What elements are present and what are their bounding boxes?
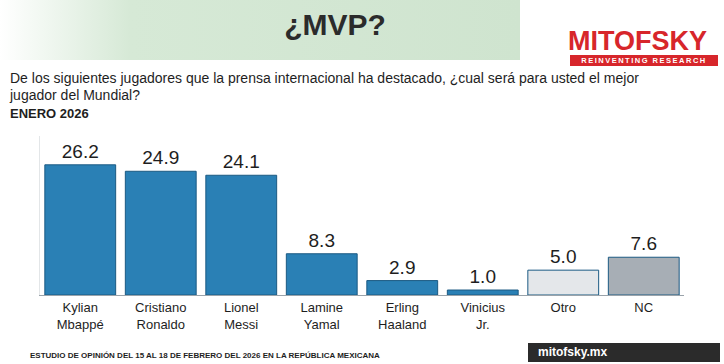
svg-text:CristianoRonaldo: CristianoRonaldo — [135, 300, 186, 332]
svg-text:NC: NC — [634, 300, 653, 315]
svg-text:KylianMbappé: KylianMbappé — [57, 300, 104, 332]
html-text:ENERO 2026: ENERO 2026 — [10, 106, 89, 121]
html-text:ESTUDIO DE OPINIÓN DEL 15 AL 1: ESTUDIO DE OPINIÓN DEL 15 AL 18 DE FEBRE… — [30, 351, 380, 360]
svg-text:26.2: 26.2 — [62, 141, 99, 162]
svg-text:5.0: 5.0 — [550, 246, 576, 267]
html-text:MITOFSKY: MITOFSKY — [568, 26, 707, 56]
svg-text:1.0: 1.0 — [470, 266, 496, 287]
svg-text:Otro: Otro — [551, 300, 576, 315]
html-text:De los siguientes jugadores qu: De los siguientes jugadores que la prens… — [10, 70, 639, 103]
svg-text:7.6: 7.6 — [631, 233, 657, 254]
svg-text:ViniciusJr.: ViniciusJr. — [460, 300, 505, 332]
html-text:mitofsky.mx: mitofsky.mx — [538, 345, 608, 359]
html-text:REINVENTING RESEARCH: REINVENTING RESEARCH — [581, 56, 707, 65]
svg-text:8.3: 8.3 — [309, 230, 335, 251]
svg-text:LionelMessi: LionelMessi — [224, 300, 259, 332]
svg-text:2.9: 2.9 — [389, 257, 415, 278]
html-text:¿MVP?: ¿MVP? — [284, 8, 386, 41]
svg-text:24.9: 24.9 — [142, 147, 179, 168]
svg-text:24.1: 24.1 — [223, 151, 260, 172]
svg-text:LamineYamal: LamineYamal — [300, 300, 343, 332]
svg-text:ErlingHaaland: ErlingHaaland — [378, 300, 426, 332]
